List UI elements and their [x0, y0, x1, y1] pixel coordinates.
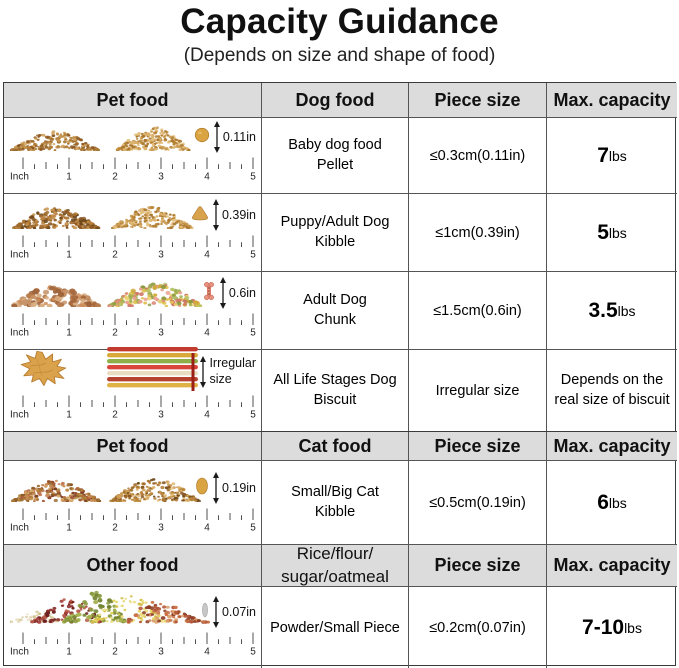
- svg-text:2: 2: [112, 328, 118, 339]
- svg-text:4: 4: [204, 250, 210, 261]
- svg-text:2: 2: [112, 172, 118, 183]
- svg-text:3: 3: [158, 172, 164, 183]
- svg-text:4: 4: [204, 647, 210, 658]
- svg-text:1: 1: [66, 328, 72, 339]
- svg-text:3: 3: [158, 410, 164, 421]
- svg-text:2: 2: [112, 647, 118, 658]
- svg-text:1: 1: [66, 172, 72, 183]
- svg-text:2: 2: [112, 250, 118, 261]
- svg-text:5: 5: [250, 172, 256, 183]
- svg-text:5: 5: [250, 523, 256, 534]
- svg-text:Inch: Inch: [10, 328, 29, 339]
- svg-text:1: 1: [66, 410, 72, 421]
- svg-text:5: 5: [250, 647, 256, 658]
- svg-text:3: 3: [158, 250, 164, 261]
- svg-text:5: 5: [250, 328, 256, 339]
- svg-text:4: 4: [204, 172, 210, 183]
- svg-text:5: 5: [250, 410, 256, 421]
- svg-text:Inch: Inch: [10, 410, 29, 421]
- svg-text:1: 1: [66, 250, 72, 261]
- svg-text:2: 2: [112, 523, 118, 534]
- svg-text:3: 3: [158, 328, 164, 339]
- svg-text:1: 1: [66, 647, 72, 658]
- svg-text:3: 3: [158, 647, 164, 658]
- svg-text:1: 1: [66, 523, 72, 534]
- svg-text:5: 5: [250, 250, 256, 261]
- svg-text:2: 2: [112, 410, 118, 421]
- svg-text:4: 4: [204, 523, 210, 534]
- svg-text:3: 3: [158, 523, 164, 534]
- svg-text:Inch: Inch: [10, 523, 29, 534]
- svg-text:Inch: Inch: [10, 647, 29, 658]
- svg-text:4: 4: [204, 328, 210, 339]
- svg-text:Inch: Inch: [10, 172, 29, 183]
- svg-text:4: 4: [204, 410, 210, 421]
- svg-text:Inch: Inch: [10, 250, 29, 261]
